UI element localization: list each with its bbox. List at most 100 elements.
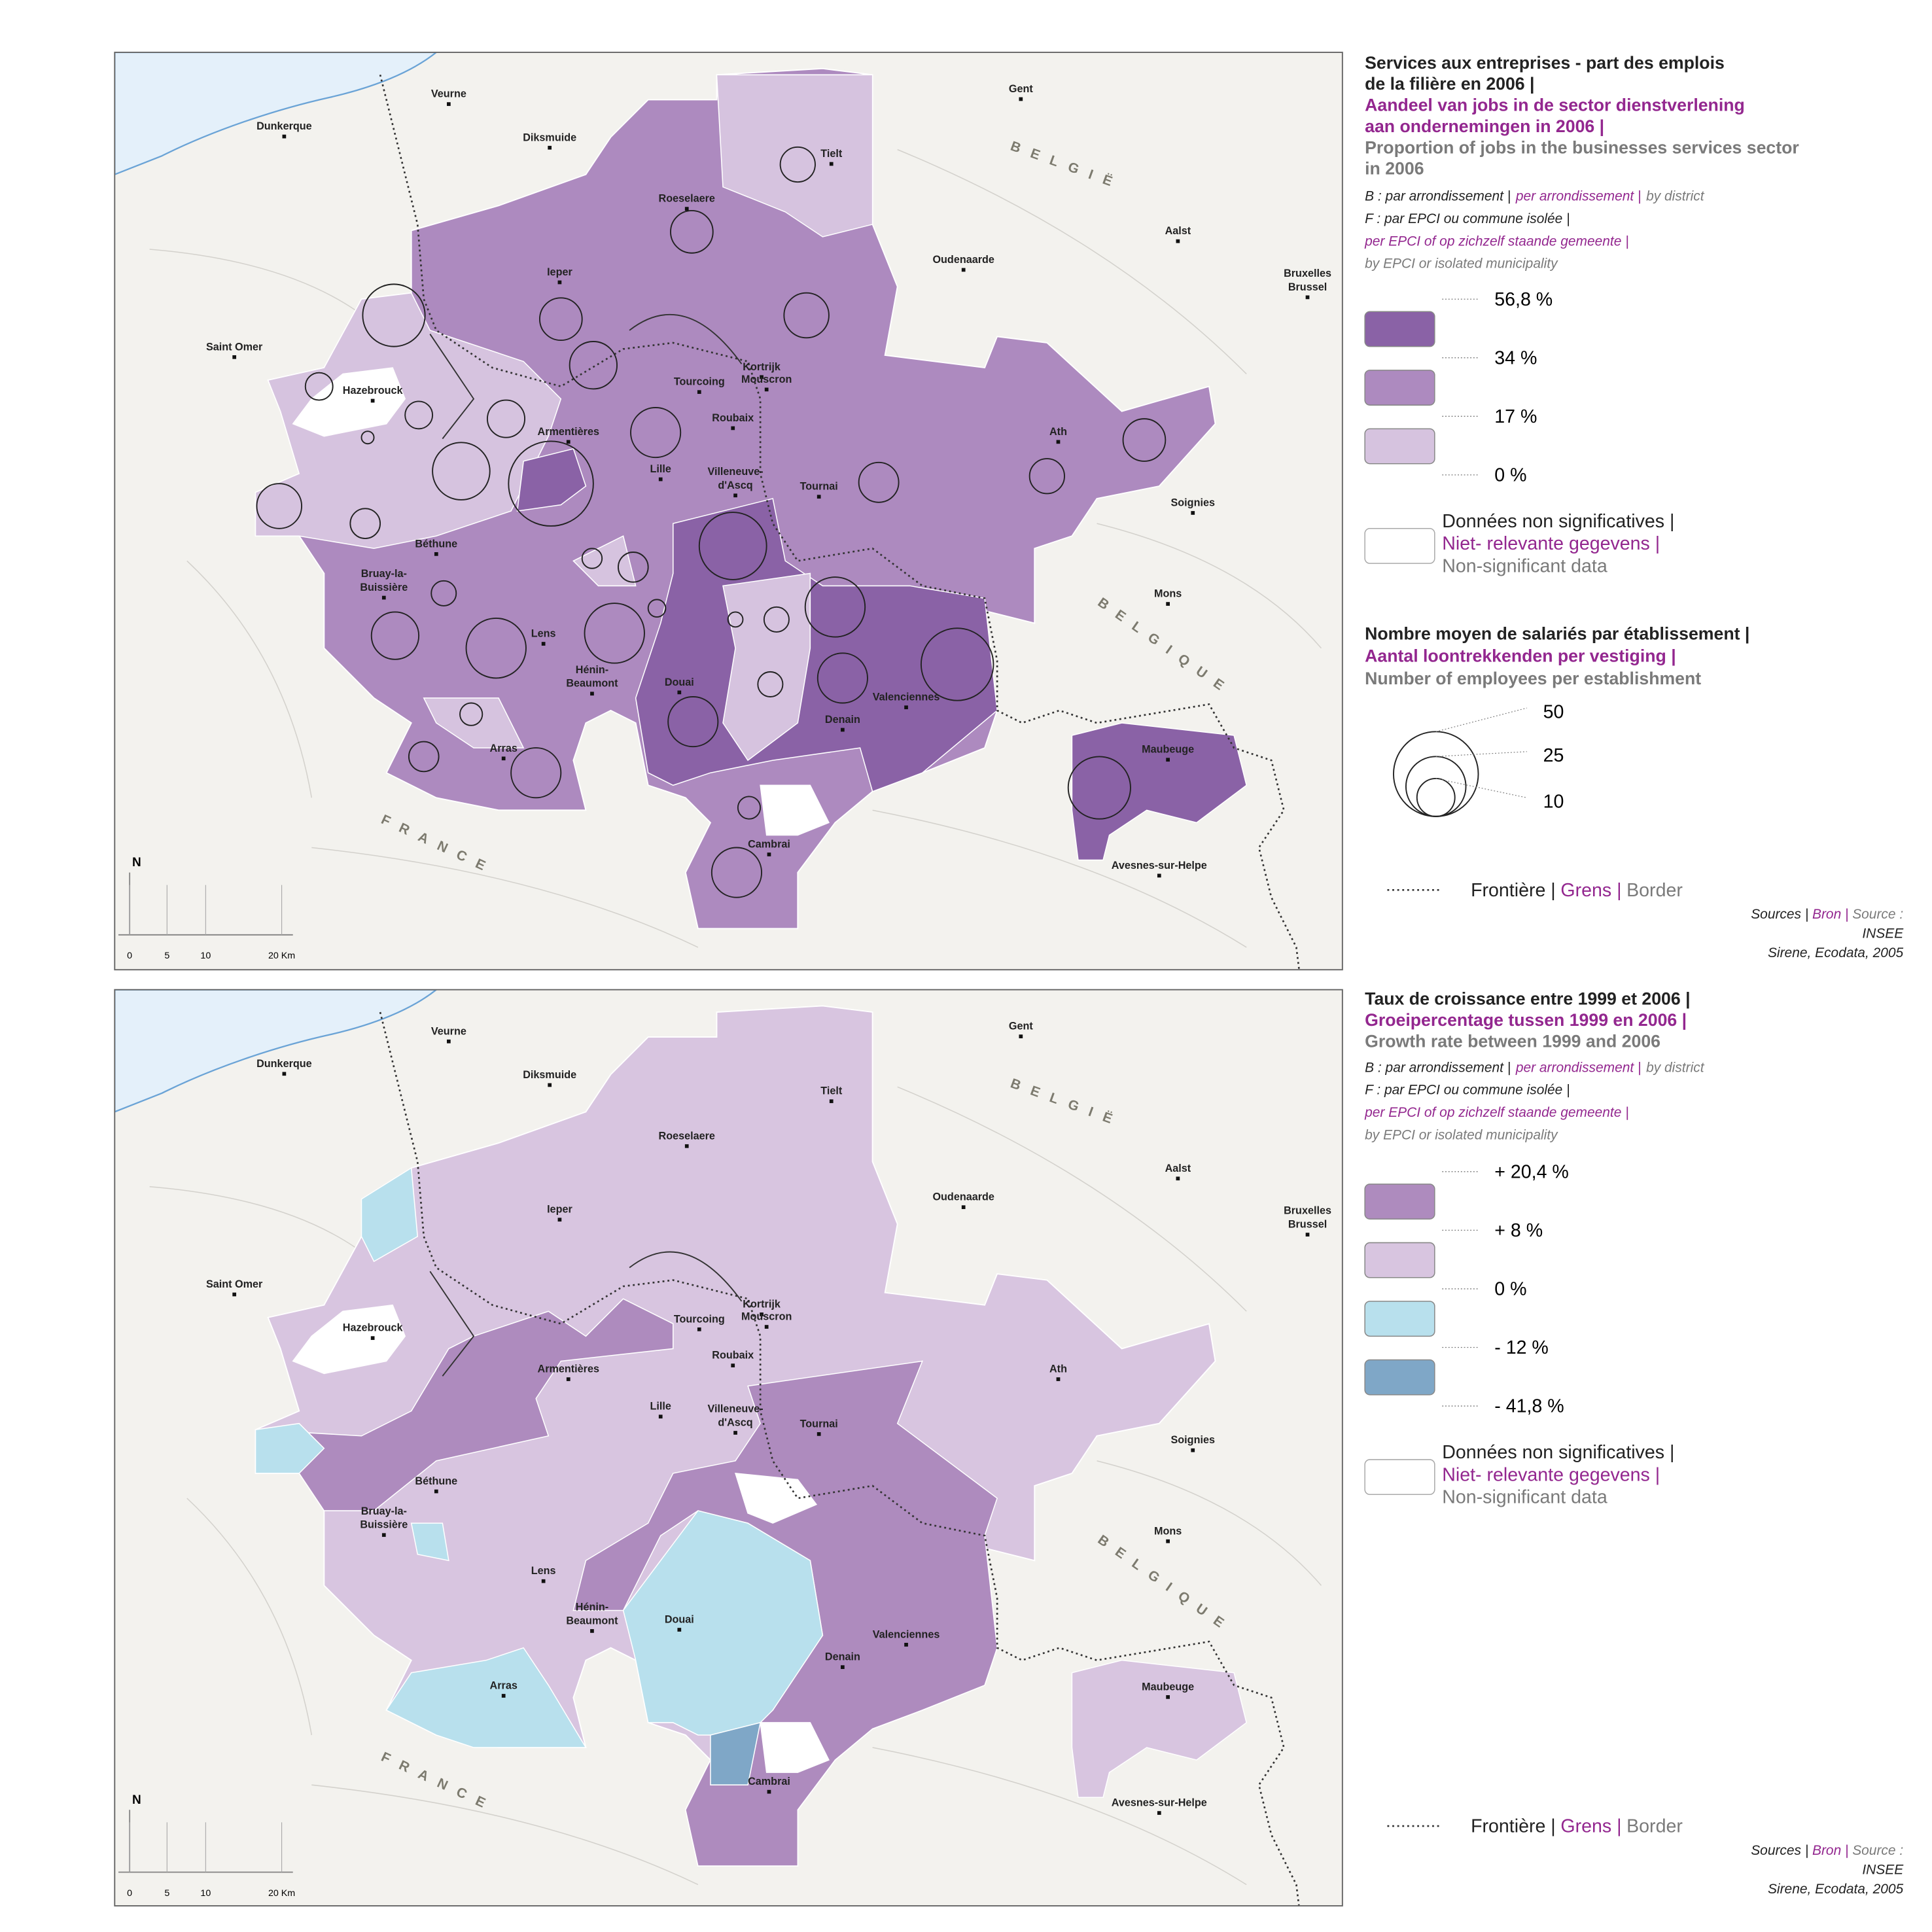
legend-note: F : par EPCI ou commune isolée | (1365, 1083, 1570, 1098)
city-marker (904, 705, 908, 710)
admin-boundary (311, 1784, 699, 1886)
arrow (629, 1251, 743, 1302)
city-marker (731, 426, 735, 430)
city-marker (1191, 511, 1195, 515)
city-label: Ath (1049, 426, 1067, 438)
city-marker (733, 493, 737, 498)
city-label: Gent (1009, 83, 1033, 95)
city-label: Bruxelles (1284, 1205, 1331, 1217)
city-marker (232, 355, 237, 359)
city-marker (1019, 97, 1023, 101)
employee-circle (647, 599, 667, 618)
employee-circle (1028, 458, 1065, 495)
legend-no-data-label: Niet- relevante gegevens | (1442, 533, 1660, 554)
employee-circle (465, 618, 527, 679)
circle-legend-label: 25 (1543, 745, 1564, 766)
employee-circle (711, 847, 763, 898)
city-label: Mons (1154, 588, 1182, 600)
city-marker (282, 1072, 287, 1076)
legend-break: + 8 % (1494, 1220, 1543, 1241)
admin-boundary (1097, 1460, 1322, 1586)
city-marker (566, 1377, 571, 1381)
legend-note: by EPCI or isolated municipality (1365, 1127, 1558, 1142)
employee-circle (256, 483, 303, 529)
city-marker (1056, 440, 1061, 444)
note-part: per arrondissement | (1515, 189, 1642, 204)
circle-legend-title: Number of employees per establishment (1365, 669, 1701, 688)
city-label: Beaumont (566, 678, 618, 690)
employee-circle (538, 297, 583, 342)
city-marker (548, 145, 552, 150)
circle-legend-title: Aantal loontrekkenden per vestiging | (1365, 646, 1676, 666)
legend-title: Proportion of jobs in the businesses ser… (1365, 137, 1799, 157)
city-label: Saint Omer (206, 341, 263, 353)
city-label: Dunkerque (256, 120, 312, 132)
city-label: Aalst (1165, 225, 1191, 237)
city-marker (434, 552, 438, 556)
legend-swatch (1364, 1184, 1435, 1220)
employee-circle (360, 430, 375, 445)
city-label: Tournai (800, 1418, 838, 1430)
source-part: Bron | (1812, 1843, 1848, 1858)
legend-title: Services aux entreprises - part des empl… (1365, 53, 1725, 73)
city-label: Arras (490, 743, 518, 754)
city-label: Lille (650, 463, 671, 475)
city-label: Cambrai (748, 1776, 790, 1787)
city-label: Roeselaere (659, 193, 715, 205)
city-marker (447, 102, 451, 106)
city-marker (1166, 758, 1170, 762)
city-label: Oudenaarde (932, 254, 994, 266)
region (410, 1522, 449, 1562)
city-label: Avesnes-sur-Helpe (1112, 860, 1207, 871)
scale-label: 20 Km (268, 1888, 295, 1899)
employee-circle (920, 627, 994, 701)
sea (114, 989, 438, 1113)
city-label: Armentières (538, 426, 599, 438)
employee-circle (362, 283, 426, 347)
no-data-region (760, 784, 830, 836)
border-part: Border (1626, 1816, 1683, 1837)
city-marker (658, 1414, 663, 1419)
source-part: Source : (1852, 1843, 1903, 1858)
admin-boundary (872, 1747, 1247, 1886)
city-label: Diksmuide (523, 132, 576, 143)
city-marker (684, 1144, 689, 1148)
city-marker (548, 1083, 552, 1087)
city-label: Diksmuide (523, 1069, 576, 1081)
city-label: Béthune (415, 538, 457, 550)
region (255, 1298, 674, 1511)
city-marker (370, 398, 375, 403)
no-data-region (292, 1304, 406, 1375)
employee-circle (408, 741, 440, 773)
border-part: Frontière | (1471, 880, 1556, 901)
employee-circle (630, 407, 682, 459)
employee-circle (858, 461, 900, 503)
source-part: INSEE (1862, 926, 1904, 941)
circle-leader (1435, 707, 1527, 732)
scale-label: 10 (200, 1888, 211, 1899)
border-legend-label: Frontière | Grens | Border (1471, 880, 1683, 901)
city-label: Lens (531, 628, 556, 640)
city-label: Roeselaere (659, 1130, 715, 1142)
city-marker (817, 1432, 821, 1436)
city-marker (541, 1579, 546, 1583)
city-marker (370, 1336, 375, 1341)
city-label: Tourcoing (674, 1313, 725, 1325)
admin-boundary (1097, 523, 1322, 649)
legend-title: de la filière en 2006 | (1365, 74, 1534, 94)
employee-circle (737, 796, 762, 820)
circle-legend (1416, 777, 1456, 817)
city-label: Bruay-la- (361, 568, 407, 580)
city-label: Douai (665, 1614, 694, 1626)
employee-circle (667, 696, 719, 748)
city-label: Kortrijk (743, 361, 781, 373)
employee-circle (581, 548, 603, 569)
city-marker (1191, 1448, 1195, 1452)
city-marker (829, 1099, 834, 1104)
border-legend-label: Frontière | Grens | Border (1471, 1816, 1683, 1837)
legend-break: 0 % (1494, 1278, 1526, 1299)
city-marker (1166, 1695, 1170, 1699)
city-marker (381, 1533, 386, 1537)
city-label: Valenciennes (873, 1628, 940, 1640)
city-marker (677, 690, 682, 695)
